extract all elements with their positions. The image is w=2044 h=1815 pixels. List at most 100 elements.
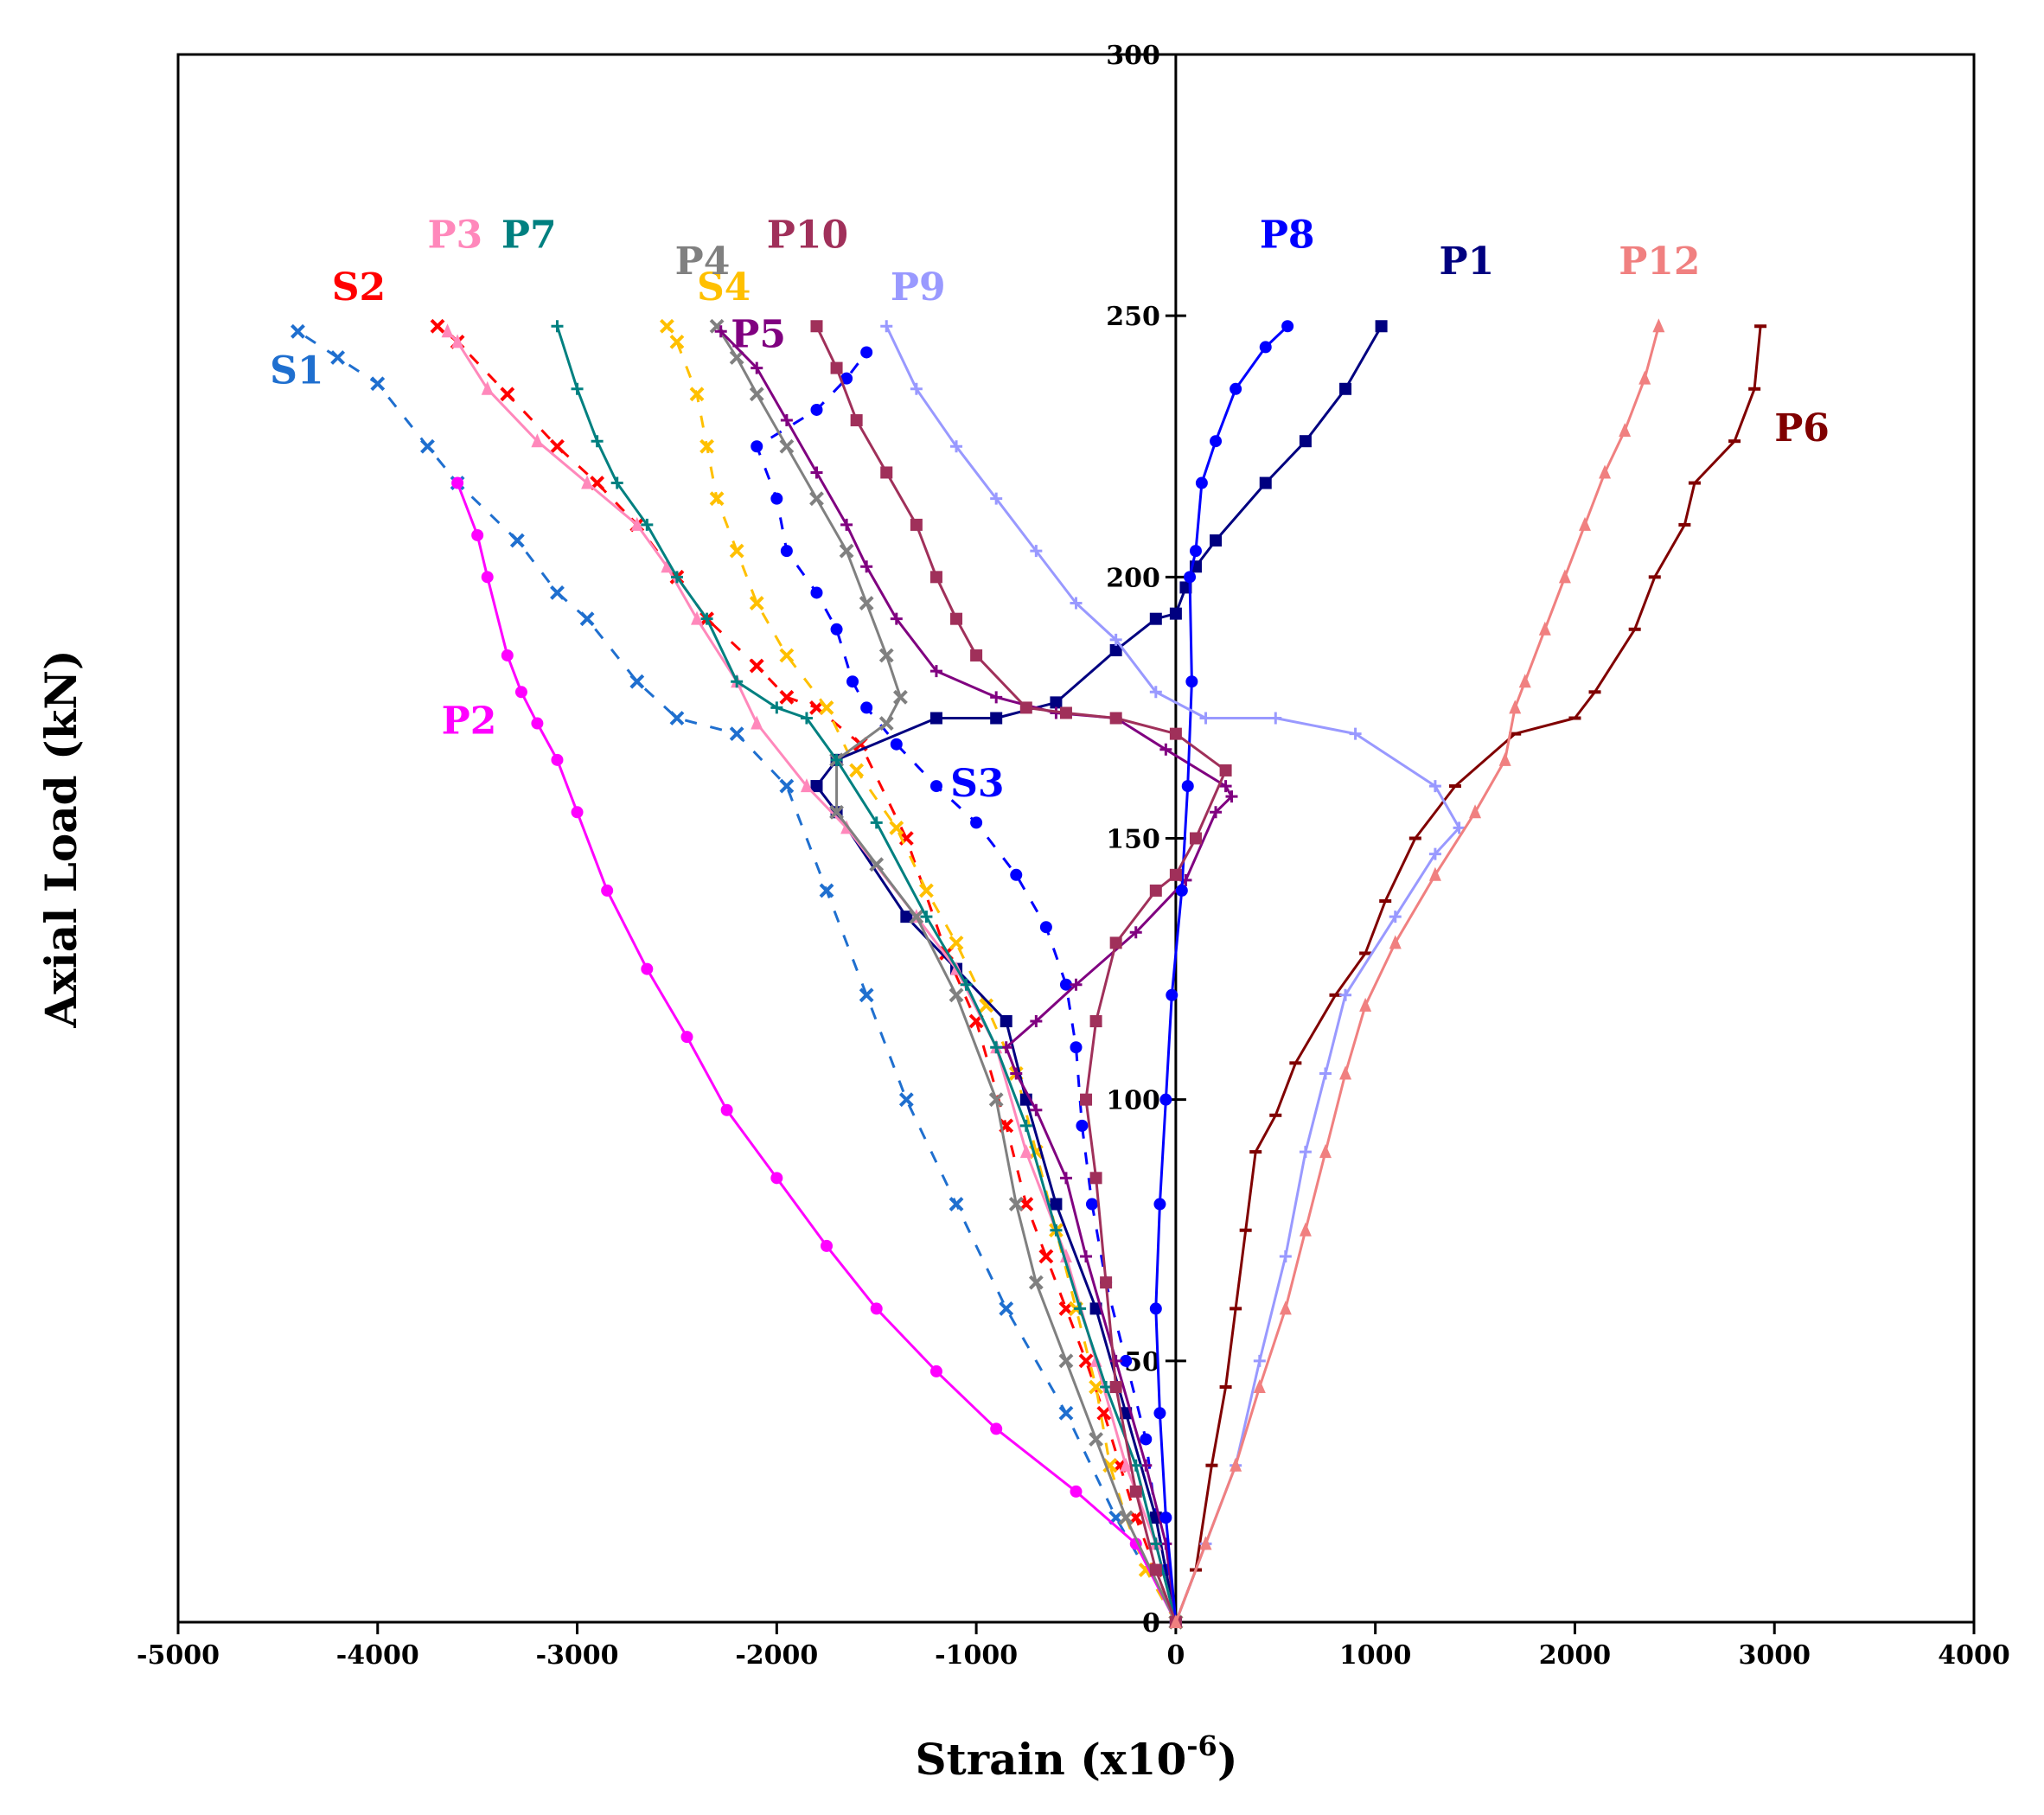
data-point-p2-12 bbox=[571, 806, 584, 819]
data-point-s3-23 bbox=[840, 372, 853, 385]
data-point-p12-20 bbox=[1638, 370, 1651, 385]
data-point-s3-17 bbox=[830, 623, 843, 636]
data-point-s1-17 bbox=[370, 376, 386, 392]
data-point-p12-7 bbox=[1339, 1065, 1352, 1080]
data-point-p5-3 bbox=[1109, 1354, 1122, 1367]
data-point-s3-6 bbox=[1085, 1198, 1098, 1211]
y-tick-label-200: 200 bbox=[1106, 563, 1160, 593]
data-point-p2-11 bbox=[601, 884, 614, 897]
data-point-p5-27 bbox=[714, 325, 727, 338]
data-point-p5-11 bbox=[1129, 926, 1142, 939]
data-point-s4-9 bbox=[979, 998, 994, 1013]
data-point-p5-15 bbox=[1219, 780, 1232, 793]
x-tick-label-4000: 4000 bbox=[1938, 1640, 2010, 1671]
data-point-p1-15 bbox=[1109, 643, 1122, 656]
data-point-p1-20 bbox=[1210, 534, 1223, 547]
data-point-p2-17 bbox=[481, 571, 494, 584]
data-point-p1-23 bbox=[1339, 382, 1352, 395]
data-point-s3-12 bbox=[970, 816, 983, 829]
data-point-p12-5 bbox=[1299, 1222, 1312, 1237]
series-label-s1: S1 bbox=[270, 349, 323, 393]
data-point-p12-10 bbox=[1428, 866, 1441, 881]
data-point-s2-16 bbox=[749, 658, 764, 674]
data-point-s3-16 bbox=[846, 675, 859, 688]
data-point-p2-5 bbox=[870, 1302, 883, 1315]
series-line-p10 bbox=[815, 325, 1228, 1623]
data-point-p10-19 bbox=[929, 571, 942, 584]
data-point-p7-5 bbox=[1050, 1224, 1063, 1237]
data-point-p7-19 bbox=[591, 435, 604, 448]
data-point-p8-1 bbox=[1159, 1511, 1172, 1524]
data-point-p2-4 bbox=[929, 1364, 942, 1377]
y-tick-label-300: 300 bbox=[1106, 41, 1160, 71]
data-point-p4-8 bbox=[909, 909, 924, 924]
data-point-p9-8 bbox=[1389, 911, 1402, 923]
data-point-s3-10 bbox=[1039, 921, 1052, 934]
data-point-s3-14 bbox=[890, 738, 903, 751]
data-point-p9-11 bbox=[1428, 780, 1441, 793]
data-point-p7-9 bbox=[920, 911, 933, 923]
data-point-p9-3 bbox=[1253, 1354, 1266, 1367]
data-point-p1-22 bbox=[1299, 435, 1312, 448]
data-point-p4-16 bbox=[839, 543, 854, 559]
data-point-p7-14 bbox=[731, 675, 744, 688]
data-point-p9-10 bbox=[1453, 821, 1466, 834]
series-p7 bbox=[551, 320, 1182, 1628]
series-p4 bbox=[709, 318, 1184, 1630]
data-point-p9-17 bbox=[1070, 597, 1083, 610]
data-point-p12-11 bbox=[1469, 804, 1482, 819]
series-p9 bbox=[880, 320, 1466, 1628]
data-point-p7-18 bbox=[610, 476, 623, 489]
data-point-s4-13 bbox=[849, 763, 865, 778]
data-point-p4-14 bbox=[878, 648, 894, 663]
data-point-p10-13 bbox=[1169, 727, 1182, 740]
data-point-p7-12 bbox=[800, 712, 813, 725]
data-point-p8-2 bbox=[1153, 1407, 1166, 1420]
data-point-p9-4 bbox=[1279, 1249, 1292, 1262]
data-point-p5-25 bbox=[780, 414, 793, 427]
data-point-p7-1 bbox=[1149, 1537, 1162, 1550]
data-point-p9-13 bbox=[1269, 712, 1282, 725]
data-point-p2-2 bbox=[1070, 1485, 1083, 1498]
data-point-s4-4 bbox=[1089, 1379, 1103, 1395]
data-point-p1-24 bbox=[1375, 320, 1388, 333]
data-point-s3-8 bbox=[1070, 1041, 1083, 1054]
data-point-p4-12 bbox=[878, 716, 894, 731]
series-s2 bbox=[430, 318, 1184, 1630]
data-point-s3-4 bbox=[1120, 1354, 1133, 1367]
data-point-p5-9 bbox=[1030, 1015, 1043, 1028]
data-point-p2-8 bbox=[720, 1103, 733, 1116]
series-label-s3: S3 bbox=[950, 762, 1004, 806]
data-point-s4-11 bbox=[919, 883, 934, 898]
data-point-p3-19 bbox=[451, 334, 464, 348]
data-point-s2-5 bbox=[1078, 1353, 1094, 1369]
data-point-s2-15 bbox=[779, 689, 795, 705]
series-label-p8: P8 bbox=[1260, 214, 1315, 258]
data-point-p9-22 bbox=[880, 320, 893, 333]
data-point-s3-11 bbox=[1010, 868, 1023, 881]
data-point-p4-5 bbox=[1008, 1197, 1024, 1211]
data-point-p10-22 bbox=[850, 414, 863, 427]
series-label-p1: P1 bbox=[1440, 240, 1495, 284]
data-point-p10-1 bbox=[1149, 1563, 1162, 1576]
data-point-s4-22 bbox=[659, 318, 674, 334]
data-point-p7-20 bbox=[571, 382, 584, 395]
data-point-p10-2 bbox=[1129, 1485, 1142, 1498]
data-point-p12-8 bbox=[1359, 997, 1372, 1012]
data-point-s1-7 bbox=[819, 883, 834, 898]
data-point-p8-5 bbox=[1159, 1093, 1172, 1106]
data-point-p9-6 bbox=[1319, 1067, 1332, 1080]
data-point-s1-18 bbox=[330, 350, 346, 365]
data-point-p12-3 bbox=[1253, 1379, 1266, 1394]
data-point-p5-10 bbox=[1070, 978, 1083, 991]
data-point-p4-17 bbox=[809, 491, 824, 507]
data-point-p7-8 bbox=[960, 978, 973, 991]
data-point-p5-16 bbox=[1159, 743, 1172, 756]
data-point-s3-9 bbox=[1059, 978, 1072, 991]
data-point-s1-11 bbox=[629, 674, 645, 689]
data-point-p4-4 bbox=[1028, 1275, 1044, 1290]
series-label-p5: P5 bbox=[731, 312, 786, 356]
series-line-p1 bbox=[815, 325, 1383, 1623]
data-point-s4-20 bbox=[689, 387, 705, 402]
